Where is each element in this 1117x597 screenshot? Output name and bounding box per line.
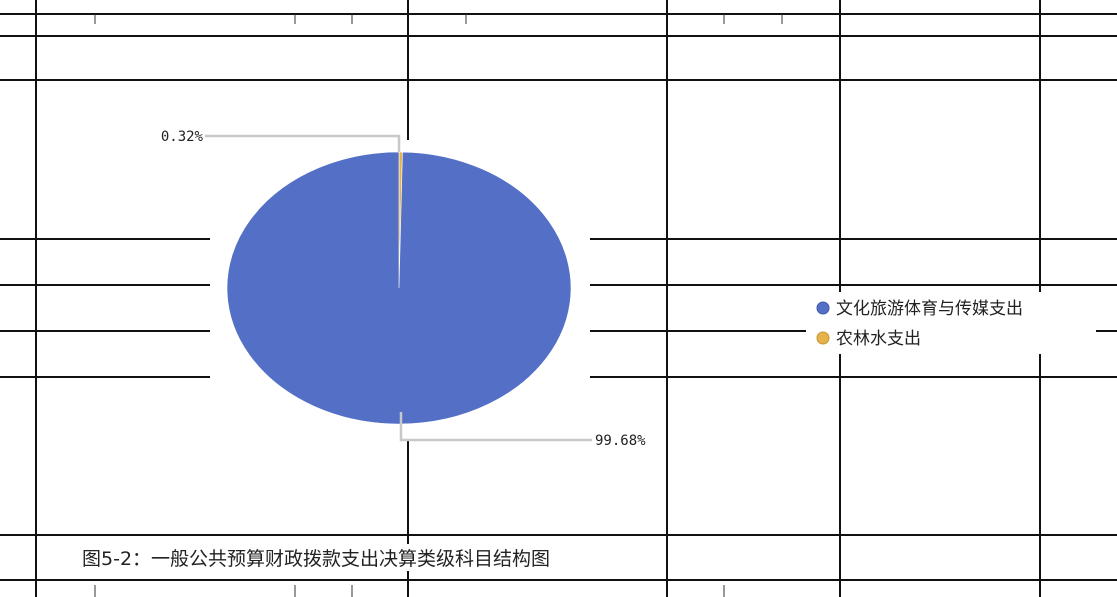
pie-data-labels: 0.32% 99.68%: [161, 129, 646, 449]
pie-data-label: 0.32%: [161, 129, 204, 145]
legend-label: 文化旅游体育与传媒支出: [836, 299, 1023, 319]
label-leader-line: [399, 412, 592, 442]
legend-marker: [816, 301, 830, 315]
legend-background: [806, 292, 1096, 354]
pie-data-label: 99.68%: [595, 433, 646, 449]
legend-label: 农林水支出: [836, 329, 921, 349]
legend-marker: [816, 331, 830, 345]
label-leader-line: [205, 134, 401, 152]
chart-caption: 图5-2：一般公共预算财政拨款支出决算类级科目结构图: [80, 544, 553, 571]
pie-slice: [226, 151, 572, 425]
pie-chart: [226, 151, 572, 425]
